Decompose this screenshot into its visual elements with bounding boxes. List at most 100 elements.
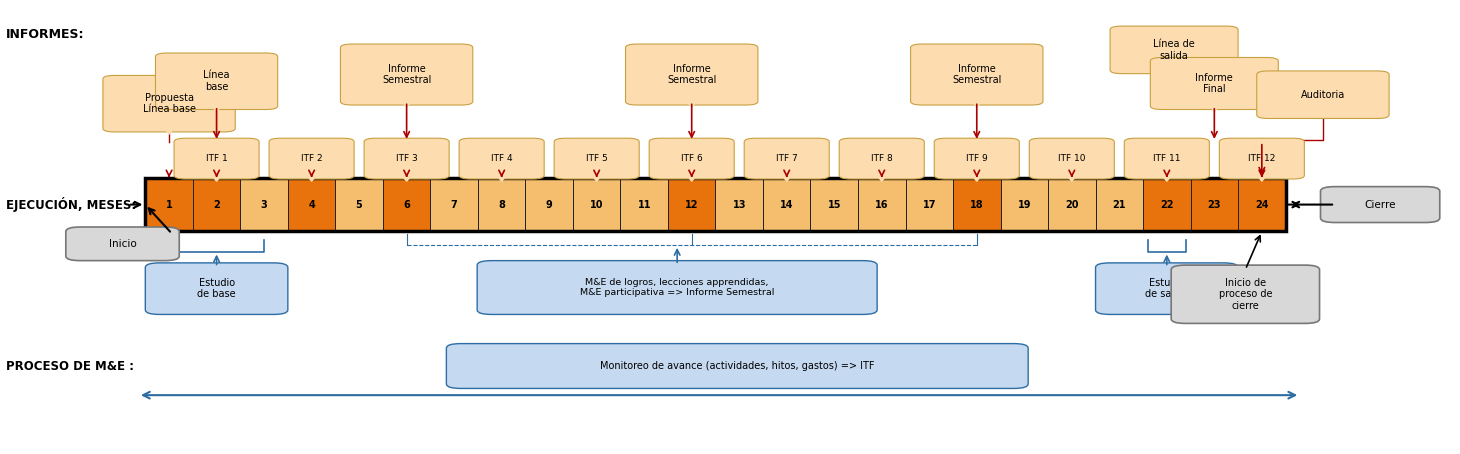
FancyBboxPatch shape [1190, 178, 1238, 232]
FancyBboxPatch shape [1095, 263, 1238, 315]
FancyBboxPatch shape [1150, 58, 1279, 109]
FancyBboxPatch shape [1029, 138, 1114, 179]
FancyBboxPatch shape [431, 178, 477, 232]
Text: ITF 11: ITF 11 [1153, 154, 1181, 163]
FancyBboxPatch shape [1110, 26, 1238, 74]
Text: 15: 15 [828, 200, 841, 210]
Text: Línea de
salida: Línea de salida [1153, 39, 1194, 61]
FancyBboxPatch shape [764, 178, 810, 232]
FancyBboxPatch shape [555, 138, 639, 179]
Text: 10: 10 [590, 200, 603, 210]
Text: 19: 19 [1018, 200, 1031, 210]
Text: EJECUCIÓN, MESES:: EJECUCIÓN, MESES: [6, 197, 136, 212]
Text: 11: 11 [638, 200, 651, 210]
Text: Auditoria: Auditoria [1301, 90, 1345, 100]
Text: 5: 5 [356, 200, 362, 210]
Polygon shape [207, 170, 225, 181]
FancyBboxPatch shape [269, 138, 355, 179]
FancyBboxPatch shape [625, 44, 758, 105]
Polygon shape [207, 100, 225, 112]
Text: ITF 7: ITF 7 [775, 154, 797, 163]
Text: ITF 3: ITF 3 [396, 154, 418, 163]
Text: Estudio
de salida: Estudio de salida [1145, 278, 1188, 300]
FancyBboxPatch shape [667, 178, 715, 232]
Text: ITF 8: ITF 8 [870, 154, 892, 163]
Text: Informe
Semestral: Informe Semestral [952, 64, 1002, 85]
FancyBboxPatch shape [447, 344, 1028, 389]
Polygon shape [683, 96, 701, 107]
FancyBboxPatch shape [526, 178, 572, 232]
Text: 13: 13 [733, 200, 746, 210]
FancyBboxPatch shape [241, 178, 288, 232]
Text: ITF 4: ITF 4 [491, 154, 512, 163]
FancyBboxPatch shape [1320, 187, 1440, 222]
Text: Informe
Final: Informe Final [1196, 73, 1234, 94]
Text: M&E de logros, lecciones apprendidas,
M&E participativa => Informe Semestral: M&E de logros, lecciones apprendidas, M&… [580, 278, 774, 297]
Text: 8: 8 [498, 200, 505, 210]
Text: Cierre: Cierre [1365, 200, 1396, 210]
Text: 16: 16 [875, 200, 889, 210]
Text: ITF 1: ITF 1 [206, 154, 228, 163]
FancyBboxPatch shape [66, 227, 180, 261]
Text: 23: 23 [1207, 200, 1221, 210]
Text: 17: 17 [923, 200, 936, 210]
FancyBboxPatch shape [911, 44, 1042, 105]
FancyBboxPatch shape [102, 75, 235, 132]
Text: 18: 18 [969, 200, 984, 210]
Text: Informe
Semestral: Informe Semestral [383, 64, 431, 85]
FancyBboxPatch shape [146, 178, 193, 232]
FancyBboxPatch shape [193, 178, 241, 232]
FancyBboxPatch shape [934, 138, 1019, 179]
Polygon shape [1206, 100, 1223, 112]
Polygon shape [399, 170, 415, 181]
Text: 6: 6 [403, 200, 410, 210]
FancyBboxPatch shape [383, 178, 431, 232]
FancyBboxPatch shape [858, 178, 905, 232]
Polygon shape [968, 170, 986, 181]
FancyBboxPatch shape [1238, 178, 1286, 232]
Text: PROCESO DE M&E :: PROCESO DE M&E : [6, 360, 134, 373]
Polygon shape [493, 170, 511, 181]
Text: Inicio: Inicio [108, 239, 136, 249]
Polygon shape [302, 170, 320, 181]
Text: Estudio
de base: Estudio de base [197, 278, 237, 300]
FancyBboxPatch shape [288, 178, 336, 232]
Text: Propuesta
Línea base: Propuesta Línea base [143, 93, 196, 114]
FancyBboxPatch shape [1257, 71, 1388, 118]
Text: 3: 3 [261, 200, 267, 210]
FancyBboxPatch shape [174, 138, 258, 179]
Text: 4: 4 [308, 200, 315, 210]
Text: Informe
Semestral: Informe Semestral [667, 64, 717, 85]
Text: 14: 14 [780, 200, 793, 210]
FancyBboxPatch shape [1143, 178, 1190, 232]
FancyBboxPatch shape [146, 263, 288, 315]
FancyBboxPatch shape [810, 178, 858, 232]
FancyBboxPatch shape [953, 178, 1000, 232]
Text: ITF 2: ITF 2 [301, 154, 323, 163]
FancyBboxPatch shape [477, 178, 526, 232]
Text: Monitoreo de avance (actividades, hitos, gastos) => ITF: Monitoreo de avance (actividades, hitos,… [600, 361, 875, 371]
FancyBboxPatch shape [1171, 265, 1320, 323]
Polygon shape [778, 170, 796, 181]
Text: 22: 22 [1161, 200, 1174, 210]
Text: Inicio de
proceso de
cierre: Inicio de proceso de cierre [1219, 278, 1272, 311]
FancyBboxPatch shape [1048, 178, 1095, 232]
FancyBboxPatch shape [156, 53, 277, 109]
FancyBboxPatch shape [715, 178, 764, 232]
FancyBboxPatch shape [477, 261, 877, 315]
Polygon shape [161, 123, 178, 134]
Text: 2: 2 [213, 200, 220, 210]
Polygon shape [399, 96, 415, 107]
Text: 24: 24 [1256, 200, 1269, 210]
FancyBboxPatch shape [745, 138, 829, 179]
FancyBboxPatch shape [1095, 178, 1143, 232]
FancyBboxPatch shape [620, 178, 667, 232]
Text: ITF 12: ITF 12 [1248, 154, 1276, 163]
Text: Línea
base: Línea base [203, 70, 229, 92]
Text: ITF 5: ITF 5 [585, 154, 607, 163]
Polygon shape [588, 170, 606, 181]
Text: 9: 9 [546, 200, 552, 210]
FancyBboxPatch shape [839, 138, 924, 179]
Polygon shape [968, 96, 986, 107]
Text: 12: 12 [685, 200, 698, 210]
